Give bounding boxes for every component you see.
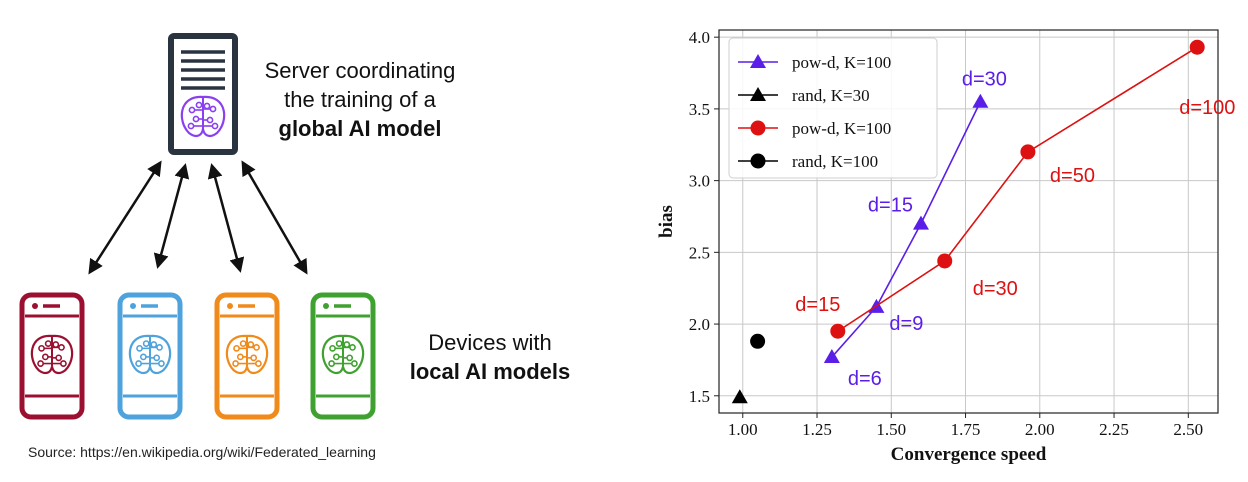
device-1-brain-icon — [30, 334, 74, 375]
series-2-line — [837, 46, 1198, 332]
series-2 — [830, 39, 1205, 339]
server-caption-line-2: the training of a — [284, 87, 436, 112]
bias-vs-convergence-chart: 1.00 1.25 1.50 1.75 2.00 2.25 2.50 1.5 2.0 2.5 3.0… — [620, 0, 1248, 477]
series-2-point-0 — [830, 323, 846, 339]
series-1-point-0 — [731, 389, 748, 404]
legend-label-2: pow-d, K=100 — [792, 119, 891, 138]
device-caption-line-1: Devices with — [428, 330, 552, 355]
server-caption-line-3: global AI model — [278, 116, 442, 141]
plot-frame — [718, 29, 1219, 414]
data-label-2-0: d=15 — [795, 294, 840, 316]
x-tick-label-2: 1.50 — [876, 420, 906, 439]
legend-marker-2 — [750, 120, 766, 136]
device-4-brain-icon — [321, 334, 365, 375]
server-icon — [168, 33, 238, 155]
sync-arrow-1 — [88, 160, 162, 275]
device-2-brain-icon — [128, 334, 172, 375]
series-0-point-2 — [912, 215, 929, 230]
legend-box — [728, 37, 938, 179]
y-tick-label-0: 1.5 — [689, 387, 710, 406]
series-2-point-3 — [1189, 39, 1205, 55]
series-1 — [731, 389, 748, 404]
x-axis-label: Convergence speed — [891, 444, 1047, 465]
series-0-point-0 — [823, 349, 840, 364]
device-4-phone-icon — [310, 292, 376, 420]
device-caption-line-2: local AI models — [409, 359, 571, 384]
legend-marker-1 — [750, 87, 766, 101]
federated-learning-diagram: Server coordinating the training of a gl… — [0, 0, 620, 477]
device-2-phone-icon — [117, 292, 183, 420]
series-2-point-1 — [937, 253, 953, 269]
legend-marker-3 — [750, 153, 766, 169]
x-tick-label-5: 2.25 — [1099, 420, 1129, 439]
sync-arrow-3 — [207, 163, 245, 273]
x-tick-label-6: 2.50 — [1173, 420, 1203, 439]
data-label-2-2: d=50 — [1050, 165, 1095, 187]
data-label-2-1: d=30 — [973, 278, 1018, 300]
device-3-phone-icon — [214, 292, 280, 420]
y-tick-label-2: 2.5 — [689, 243, 710, 262]
y-tick-label-5: 4.0 — [689, 28, 710, 47]
y-tick-label-1: 2.0 — [689, 315, 710, 334]
y-tick-label-4: 3.5 — [689, 100, 710, 119]
y-tick-label-3: 3.0 — [689, 172, 710, 191]
legend: pow-d, K=100 rand, K=30 pow-d, K=100 rand, … — [728, 37, 938, 179]
series-2-point-2 — [1020, 144, 1036, 160]
diagram-canvas — [19, 33, 376, 420]
x-tick-label-3: 1.75 — [951, 420, 981, 439]
legend-label-1: rand, K=30 — [792, 86, 870, 105]
data-label-0-1: d=9 — [889, 313, 923, 335]
data-label-2-3: d=100 — [1179, 97, 1235, 119]
series-0 — [823, 93, 989, 364]
chart-canvas: 1.00 1.25 1.50 1.75 2.00 2.25 2.50 1.5 2.0 2.5 3.0… — [656, 28, 1235, 465]
source-note: Source: https://en.wikipedia.org/wiki/Fe… — [28, 444, 376, 460]
device-3-brain-icon — [225, 334, 269, 375]
series-3-point-0 — [750, 333, 766, 349]
device-1-phone-icon — [19, 292, 85, 420]
server-caption: Server coordinating the training of a gl… — [250, 56, 470, 143]
server-brain-icon — [180, 95, 226, 138]
sync-arrow-2 — [153, 163, 190, 269]
device-caption: Devices with local AI models — [390, 328, 590, 386]
x-tick-label-1: 1.25 — [802, 420, 832, 439]
series-3 — [750, 333, 766, 349]
sync-arrow-4 — [241, 160, 308, 275]
x-tick-label-0: 1.00 — [728, 420, 758, 439]
series-0-line — [831, 101, 982, 358]
x-tick-label-4: 2.00 — [1025, 420, 1055, 439]
y-axis-label: bias — [656, 205, 677, 238]
legend-label-0: pow-d, K=100 — [792, 53, 891, 72]
data-label-0-0: d=6 — [848, 368, 882, 390]
data-label-0-3: d=30 — [962, 69, 1007, 91]
legend-label-3: rand, K=100 — [792, 152, 878, 171]
server-caption-line-1: Server coordinating — [264, 58, 456, 83]
data-label-0-2: d=15 — [868, 195, 913, 217]
legend-marker-0 — [750, 54, 766, 68]
series-0-point-3 — [972, 93, 989, 108]
